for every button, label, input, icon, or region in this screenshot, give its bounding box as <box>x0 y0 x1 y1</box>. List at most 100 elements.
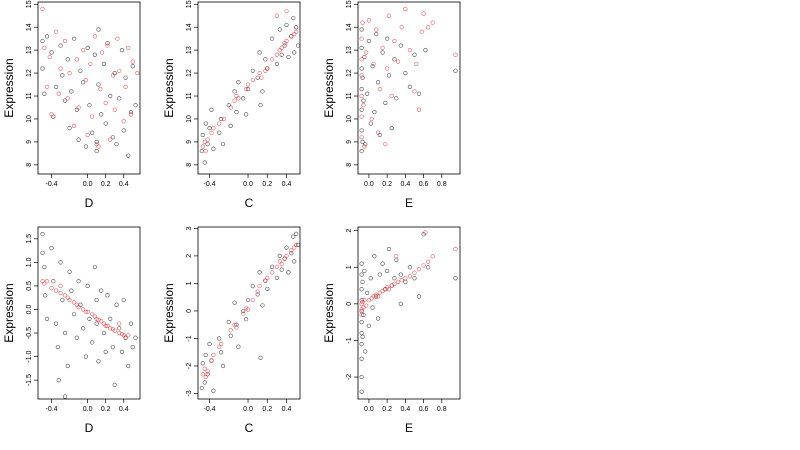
panel-1: -0.4 0.0 0.2 0.4 8 9 10 11 12 13 14 15 D Expression <box>2 0 141 210</box>
data-point <box>365 290 370 295</box>
data-point <box>359 73 364 78</box>
y-tick-label: 11 <box>346 92 353 99</box>
data-point <box>83 309 88 314</box>
data-point <box>96 144 101 149</box>
panel-6: 0.0 0.2 0.4 0.6 0.8 -2 -1 0 1 2 E Expression <box>322 226 461 435</box>
data-point <box>72 123 77 128</box>
data-point <box>112 328 117 333</box>
data-point <box>392 57 397 62</box>
data-point <box>228 328 233 333</box>
data-point <box>359 36 364 41</box>
data-point <box>209 358 214 363</box>
data-point <box>220 363 226 369</box>
data-point <box>130 345 135 350</box>
data-point <box>245 82 251 87</box>
data-point <box>203 148 208 154</box>
data-point <box>265 66 270 71</box>
data-point <box>412 270 417 275</box>
data-point <box>292 32 297 37</box>
y-tick-label: 14 <box>186 23 193 31</box>
data-point <box>211 388 216 393</box>
y-tick-label: -0.5 <box>26 327 33 339</box>
data-point <box>103 323 108 329</box>
data-point <box>383 142 388 147</box>
data-point <box>241 308 246 314</box>
data-point <box>58 290 63 296</box>
data-point <box>386 246 392 252</box>
panel-5: -0.4 0.0 0.2 0.4 -3 -2 -1 0 1 2 3 C Expression <box>162 226 301 435</box>
data-point <box>83 77 88 83</box>
y-tick-label: 9 <box>26 140 33 144</box>
data-point <box>94 148 99 154</box>
data-point <box>112 382 117 387</box>
data-point <box>284 253 289 258</box>
data-point <box>209 107 214 112</box>
y-tick-label: 0.5 <box>26 281 33 291</box>
data-point <box>361 312 366 317</box>
data-point <box>203 352 208 358</box>
data-point <box>279 262 284 267</box>
data-point <box>403 279 408 284</box>
data-point <box>58 260 63 265</box>
data-point <box>67 70 72 76</box>
data-point <box>423 230 428 235</box>
data-point <box>430 20 435 25</box>
data-point <box>205 142 210 147</box>
data-point <box>92 314 97 319</box>
data-point <box>42 45 47 50</box>
plot-frame <box>37 226 141 400</box>
data-point <box>62 98 68 103</box>
data-point <box>359 66 364 71</box>
x-tick-label: -0.4 <box>204 181 216 188</box>
data-point <box>282 41 287 46</box>
data-point <box>359 57 364 62</box>
data-point <box>83 354 88 359</box>
data-point <box>416 294 422 299</box>
data-point <box>103 100 108 106</box>
data-point <box>217 344 222 349</box>
data-point <box>398 43 403 48</box>
data-point <box>67 297 72 303</box>
data-point <box>359 356 364 361</box>
data-point <box>392 276 397 281</box>
series-2 <box>200 9 299 154</box>
data-point <box>416 107 422 112</box>
data-point <box>69 89 74 94</box>
data-point <box>232 98 237 103</box>
data-point <box>257 70 262 76</box>
data-point <box>119 349 125 354</box>
data-point <box>200 361 205 366</box>
data-point <box>90 114 95 119</box>
data-point <box>284 22 289 28</box>
y-tick-label: 12 <box>186 69 193 77</box>
data-point <box>385 36 390 41</box>
series-2 <box>359 6 458 149</box>
x-tick-label: 0.2 <box>262 406 272 413</box>
data-point <box>58 66 63 71</box>
data-point <box>62 293 68 298</box>
data-point <box>360 75 365 80</box>
data-point <box>130 59 135 64</box>
data-point <box>263 278 268 283</box>
data-point <box>40 250 45 256</box>
y-tick-label: 15 <box>346 0 353 8</box>
data-point <box>90 130 95 135</box>
data-point <box>126 153 131 158</box>
data-point <box>259 75 264 80</box>
data-point <box>359 272 364 277</box>
x-axis-title: D <box>85 196 94 210</box>
data-point <box>250 284 255 289</box>
x-axis-title: E <box>405 196 413 210</box>
data-point <box>359 114 364 119</box>
data-point <box>279 267 284 272</box>
data-point <box>244 112 249 117</box>
x-tick-label: 0.2 <box>382 406 392 413</box>
y-axis-title: Expression <box>322 283 336 342</box>
data-point <box>101 61 106 67</box>
data-point <box>47 54 52 60</box>
data-point <box>385 66 390 71</box>
data-point <box>370 305 375 310</box>
panel-2: -0.4 0.0 0.2 0.4 8 9 10 11 12 13 14 15 C Expression <box>162 0 301 210</box>
x-tick-label: 0.0 <box>364 406 374 413</box>
data-point <box>395 279 401 284</box>
